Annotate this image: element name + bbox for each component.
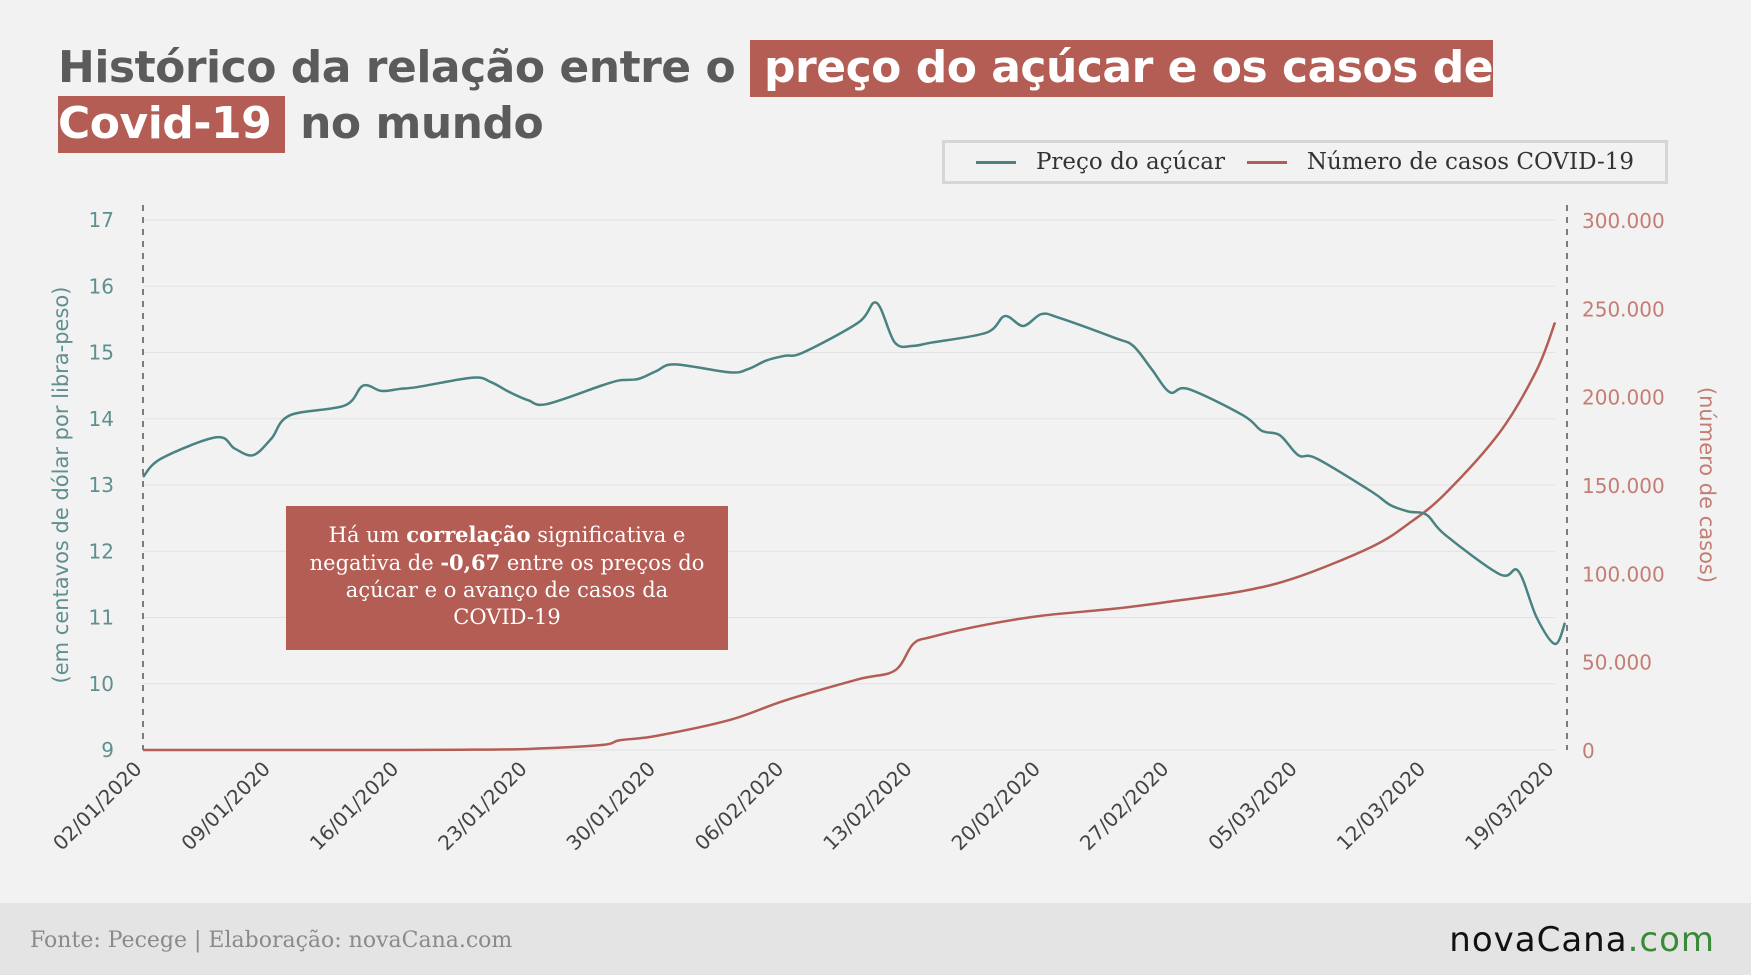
y-left-tick-label: 13 [89,473,114,497]
x-tick-label: 20/02/2020 [947,757,1045,855]
x-tick-label: 19/03/2020 [1460,757,1558,855]
legend-label-sugar: Preço do açúcar [1035,149,1225,175]
y-left-tick-label: 15 [89,341,114,365]
x-tick-label: 09/01/2020 [176,757,274,855]
annotation-bold-1: correlação [406,522,531,547]
legend-item-sugar: Preço do açúcar [975,149,1225,175]
y-left-tick-label: 14 [89,407,114,431]
line-chart: 9 10 11 12 13 14 15 16 17 0 50.000 100.000 150.000 20… [48,205,1719,855]
series-line-sugar-price [142,301,1567,646]
y-right-tick-label: 300.000 [1582,209,1665,233]
annotation-text-3: entre os preços do açúcar e o avanço de … [345,551,705,629]
title-part1: Histórico da relação entre o [58,42,736,93]
y-left-tick-label: 11 [89,606,114,630]
series-line-covid-cases [143,322,1557,752]
x-tick-label: 06/02/2020 [690,757,788,855]
legend-swatch-covid [1246,160,1287,164]
y-left-tick-label: 17 [89,208,114,232]
title-part2: no mundo [300,98,544,149]
legend-label-covid: Número de casos COVID-19 [1306,149,1635,175]
x-tick-label: 05/03/2020 [1203,757,1301,855]
y-left-tick-label: 10 [89,672,114,696]
chart-title: Histórico da relação entre o preço do aç… [58,40,1658,153]
y-left-tick-label: 16 [89,274,114,298]
y-right-tick-label: 0 [1582,739,1595,763]
source-text: Fonte: Pecege | Elaboração: novaCana.com [30,928,513,953]
legend-swatch-sugar [975,160,1016,164]
x-tick-label: 13/02/2020 [818,757,916,855]
chart-legend: Preço do açúcar Número de casos COVID-19 [942,140,1668,184]
annotation-bold-2: -0,67 [440,550,501,575]
logo-main: novaCana [1449,920,1628,960]
y-right-tick-label: 100.000 [1582,562,1665,586]
correlation-annotation: Há um correlação significativa e negativ… [286,506,728,650]
novacana-logo: novaCana.com [1449,920,1715,960]
annotation-text-2: significativa e negativa de [309,523,686,575]
annotation-text-1: Há um [328,523,407,547]
y-right-axis-label: (número de casos) [1695,387,1719,583]
x-tick-label: 16/01/2020 [305,757,403,855]
y-left-tick-label: 9 [101,738,114,762]
x-tick-label: 23/01/2020 [433,757,531,855]
legend-item-covid: Número de casos COVID-19 [1246,149,1635,175]
x-tick-label: 02/01/2020 [48,757,146,855]
footer-bar [0,903,1751,975]
y-left-tick-label: 12 [89,539,114,563]
logo-domain: .com [1627,920,1715,960]
x-tick-label: 30/01/2020 [562,757,660,855]
y-right-tick-label: 250.000 [1582,297,1665,321]
x-tick-label: 27/02/2020 [1075,757,1173,855]
y-right-tick-label: 200.000 [1582,386,1665,410]
y-right-tick-label: 50.000 [1582,651,1652,675]
y-left-axis-label: (em centavos de dólar por libra-peso) [49,287,73,684]
x-tick-label: 12/03/2020 [1332,757,1430,855]
y-right-tick-label: 150.000 [1582,474,1665,498]
